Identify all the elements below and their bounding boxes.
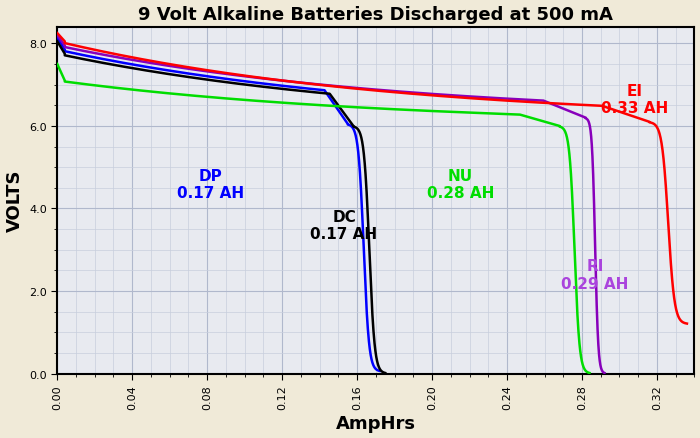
- Text: DC
0.17 AH: DC 0.17 AH: [310, 209, 377, 242]
- Title: 9 Volt Alkaline Batteries Discharged at 500 mA: 9 Volt Alkaline Batteries Discharged at …: [139, 6, 613, 24]
- X-axis label: AmpHrs: AmpHrs: [336, 414, 416, 432]
- Text: EI
0.33 AH: EI 0.33 AH: [601, 84, 668, 116]
- Text: DP
0.17 AH: DP 0.17 AH: [177, 168, 244, 201]
- Text: NU
0.28 AH: NU 0.28 AH: [426, 168, 494, 201]
- Text: RI
0.29 AH: RI 0.29 AH: [561, 259, 629, 291]
- Y-axis label: VOLTS: VOLTS: [6, 170, 24, 232]
